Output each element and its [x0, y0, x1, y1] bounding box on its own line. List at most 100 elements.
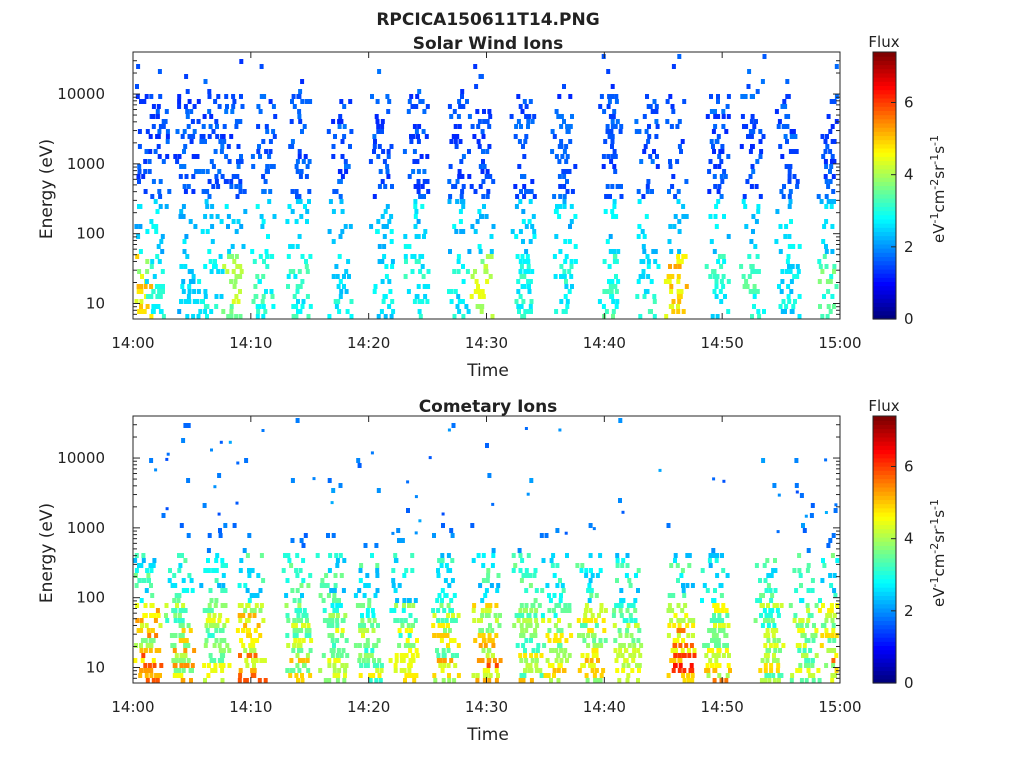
- flux-cell: [243, 648, 248, 653]
- flux-cell: [380, 214, 385, 219]
- flux-cell: [208, 618, 212, 623]
- flux-cell: [338, 553, 343, 558]
- flux-cell: [593, 618, 598, 623]
- flux-cell: [641, 244, 646, 249]
- flux-cell: [294, 304, 299, 309]
- flux-cell: [183, 608, 188, 613]
- flux-cell: [272, 134, 277, 139]
- flux-cell: [528, 573, 533, 578]
- flux-cell: [822, 623, 827, 628]
- flux-cell: [289, 119, 294, 124]
- flux-cell: [554, 658, 559, 663]
- flux-cell: [138, 673, 143, 678]
- flux-cell: [183, 648, 188, 653]
- flux-cell: [205, 618, 210, 623]
- flux-cell: [564, 279, 568, 284]
- flux-cell: [451, 134, 456, 139]
- flux-cell: [605, 289, 610, 294]
- flux-cell: [448, 194, 453, 199]
- flux-cell: [179, 299, 183, 304]
- flux-cell: [832, 673, 837, 678]
- flux-cell: [440, 598, 444, 603]
- flux-cell: [226, 314, 231, 319]
- flux-cell: [605, 129, 610, 134]
- flux-cell: [829, 603, 834, 608]
- flux-cell: [201, 124, 206, 129]
- flux-cell: [172, 648, 177, 653]
- flux-cell: [333, 658, 338, 663]
- flux-cell: [676, 618, 681, 623]
- flux-cell: [412, 149, 417, 154]
- flux-cell: [211, 618, 216, 623]
- flux-cell: [204, 623, 209, 628]
- flux-cell: [489, 254, 494, 259]
- colorbar-segment: [873, 612, 896, 617]
- flux-cell: [165, 457, 169, 461]
- flux-cell: [540, 588, 545, 593]
- flux-cell: [300, 279, 305, 284]
- colorbar-segment: [873, 168, 896, 174]
- flux-cell: [610, 124, 615, 129]
- flux-cell: [312, 477, 316, 481]
- flux-cell: [802, 633, 807, 638]
- flux-cell: [196, 314, 201, 319]
- flux-cell: [233, 279, 238, 284]
- flux-cell: [338, 169, 343, 174]
- flux-cell: [766, 638, 771, 643]
- flux-cell: [183, 653, 188, 658]
- flux-cell: [814, 603, 819, 608]
- flux-cell: [394, 658, 399, 663]
- flux-cell: [425, 179, 430, 184]
- flux-cell: [258, 109, 263, 114]
- flux-cell: [588, 523, 593, 528]
- x-tick-label: 14:30: [465, 334, 508, 352]
- flux-cell: [196, 119, 201, 124]
- flux-cell: [305, 618, 309, 623]
- flux-cell: [788, 149, 793, 154]
- flux-cell: [457, 99, 462, 104]
- flux-cell: [774, 628, 779, 633]
- flux-cell: [614, 304, 619, 309]
- flux-cell: [567, 289, 572, 294]
- flux-cell: [456, 613, 461, 618]
- flux-cell: [562, 174, 567, 179]
- flux-cell: [205, 628, 210, 633]
- flux-cell: [157, 129, 162, 134]
- flux-cell: [709, 628, 713, 633]
- flux-cell: [644, 129, 649, 134]
- flux-cell: [190, 588, 195, 593]
- flux-cell: [599, 643, 604, 648]
- colorbar-segment: [873, 89, 896, 95]
- flux-cell: [475, 219, 480, 224]
- flux-cell: [677, 628, 682, 633]
- energy-sweep: [634, 94, 661, 319]
- flux-cell: [203, 678, 207, 683]
- flux-cell: [148, 149, 153, 154]
- flux-cell: [218, 613, 223, 618]
- flux-cell: [523, 309, 528, 314]
- flux-cell: [245, 663, 250, 668]
- flux-cell: [751, 169, 756, 174]
- flux-cell: [285, 668, 290, 673]
- flux-cell: [223, 603, 228, 608]
- flux-cell: [767, 648, 771, 653]
- flux-cell: [299, 628, 304, 633]
- flux-cell: [653, 249, 658, 254]
- flux-cell: [140, 274, 144, 279]
- flux-cell: [667, 623, 672, 628]
- flux-cell: [400, 623, 405, 628]
- colorbar-segment: [873, 470, 896, 475]
- flux-cell: [208, 588, 213, 593]
- flux-cell: [299, 648, 304, 653]
- flux-cell: [613, 638, 618, 643]
- flux-cell: [563, 603, 568, 608]
- flux-cell: [461, 184, 466, 189]
- flux-cell: [785, 259, 790, 264]
- flux-cell: [527, 613, 532, 618]
- flux-cell: [180, 134, 185, 139]
- flux-cell: [680, 139, 685, 144]
- flux-cell: [295, 418, 300, 423]
- flux-cell: [782, 99, 787, 104]
- flux-cell: [260, 299, 265, 304]
- flux-cell: [349, 299, 354, 304]
